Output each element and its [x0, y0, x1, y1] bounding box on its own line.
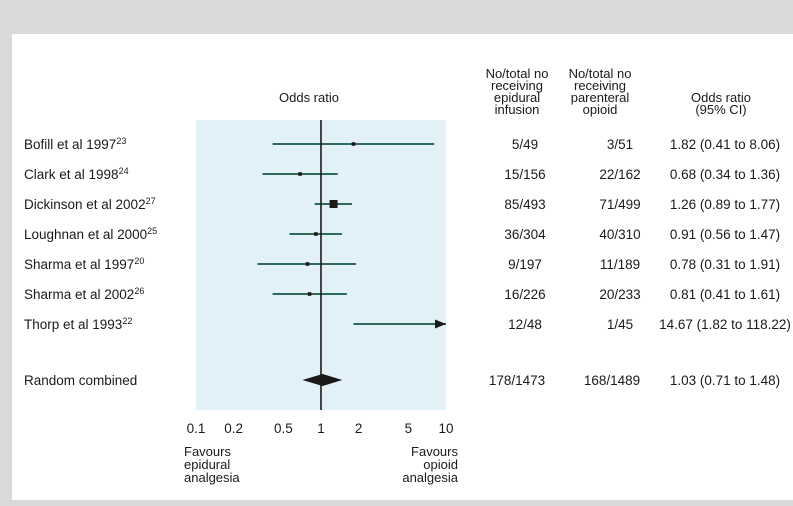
study-name: Bofill et al 199723 [24, 136, 126, 152]
opioid-count: 20/233 [599, 287, 640, 302]
epidural-count: 16/226 [504, 287, 545, 302]
odds-ratio-ci: 1.82 (0.41 to 8.06) [670, 137, 780, 152]
opioid-column-header: opioid [583, 102, 618, 117]
ci-column-header: Odds ratio [691, 90, 751, 105]
study-reference: 24 [119, 166, 129, 176]
point-estimate [307, 292, 312, 296]
figure-panel: Odds ratio No/total no receiving epidural in… [12, 34, 793, 500]
opioid-count: 71/499 [599, 197, 640, 212]
odds-ratio-ci: 0.81 (0.41 to 1.61) [670, 287, 780, 302]
x-tick-label: 1 [317, 421, 325, 436]
point-estimate [351, 142, 356, 146]
study-name: Sharma et al 200226 [24, 286, 144, 302]
opioid-count: 22/162 [599, 167, 640, 182]
study-reference: 26 [134, 286, 144, 296]
opioid-column-header: No/total no [569, 66, 632, 81]
epidural-count: 5/49 [512, 137, 538, 152]
study-name: Loughnan et al 200025 [24, 226, 157, 242]
study-reference: 27 [146, 196, 156, 206]
epidural-count: 9/197 [508, 257, 542, 272]
favours-right-label: Favours [411, 444, 458, 459]
study-name: Thorp et al 199322 [24, 316, 132, 332]
study-reference: 20 [134, 256, 144, 266]
favours-left-label: Favours [184, 444, 231, 459]
point-estimate [305, 262, 310, 266]
odds-ratio-ci: 0.91 (0.56 to 1.47) [670, 227, 780, 242]
opioid-count: 11/189 [600, 257, 640, 272]
study-reference: 25 [147, 226, 157, 236]
x-tick-label: 0.1 [187, 421, 206, 436]
study-reference: 22 [122, 316, 132, 326]
combined-epidural-count: 178/1473 [489, 373, 545, 388]
point-estimate [314, 232, 318, 236]
plot-title: Odds ratio [279, 90, 339, 105]
opioid-column-header: parenteral [571, 90, 630, 105]
study-name: Clark et al 199824 [24, 166, 129, 182]
combined-opioid-count: 168/1489 [584, 373, 640, 388]
odds-ratio-ci: 14.67 (1.82 to 118.22) [659, 317, 791, 332]
combined-diamond [302, 374, 343, 386]
opioid-column-header: receiving [574, 78, 626, 93]
x-tick-label: 10 [438, 421, 453, 436]
x-tick-label: 5 [405, 421, 413, 436]
opioid-count: 3/51 [607, 137, 633, 152]
point-estimate [298, 172, 302, 176]
point-estimate [329, 200, 338, 208]
epidural-count: 85/493 [504, 197, 545, 212]
x-tick-label: 0.2 [224, 421, 243, 436]
favours-left-label: analgesia [184, 470, 240, 485]
epidural-count: 12/48 [508, 317, 542, 332]
study-reference: 23 [116, 136, 126, 146]
study-name: Sharma et al 199720 [24, 256, 144, 272]
study-name: Dickinson et al 200227 [24, 196, 156, 212]
epidural-column-header: infusion [495, 102, 540, 117]
epidural-column-header: receiving [491, 78, 543, 93]
combined-odds-ratio-ci: 1.03 (0.71 to 1.48) [670, 373, 780, 388]
epidural-count: 15/156 [504, 167, 545, 182]
x-tick-label: 2 [355, 421, 363, 436]
favours-right-label: analgesia [402, 470, 458, 485]
combined-name: Random combined [24, 373, 137, 388]
epidural-column-header: epidural [494, 90, 540, 105]
ci-column-header: (95% CI) [695, 102, 746, 117]
favours-right-label: opioid [423, 457, 458, 472]
opioid-count: 40/310 [599, 227, 640, 242]
x-tick-label: 0.5 [274, 421, 293, 436]
odds-ratio-ci: 0.78 (0.31 to 1.91) [670, 257, 780, 272]
epidural-count: 36/304 [504, 227, 546, 242]
favours-left-label: epidural [184, 457, 230, 472]
opioid-count: 1/45 [607, 317, 633, 332]
odds-ratio-ci: 0.68 (0.34 to 1.36) [670, 167, 780, 182]
ci-arrow [435, 319, 446, 329]
epidural-column-header: No/total no [486, 66, 549, 81]
odds-ratio-ci: 1.26 (0.89 to 1.77) [670, 197, 780, 212]
